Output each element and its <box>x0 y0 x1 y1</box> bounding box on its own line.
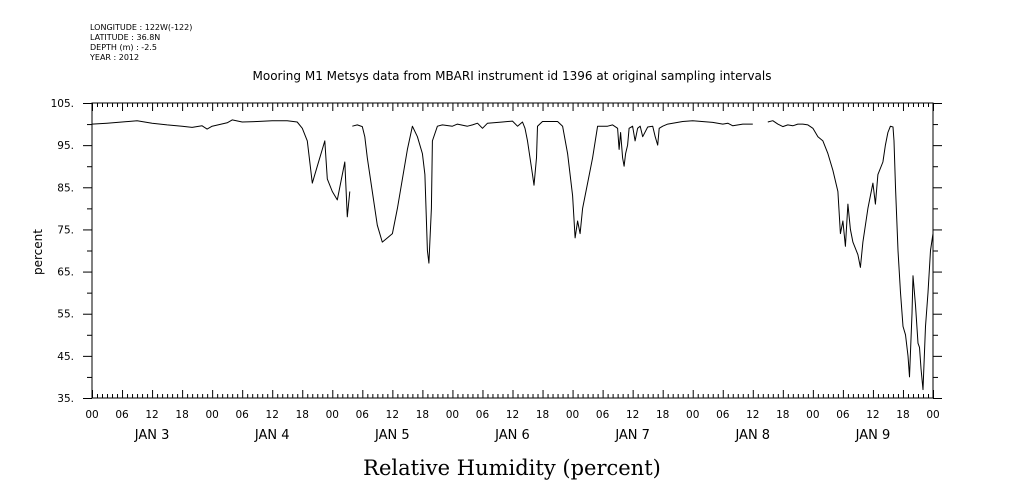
day-label: JAN 6 <box>494 428 530 443</box>
day-label: JAN 7 <box>614 428 650 443</box>
x-tick-label: 18 <box>536 409 549 421</box>
x-axis-title: Relative Humidity (percent) <box>363 456 661 480</box>
y-axis-label: percent <box>31 229 45 275</box>
y-tick-label: 75. <box>57 224 74 236</box>
meta-latitude: LATITUDE : 36.8N <box>90 33 160 42</box>
x-tick-label: 00 <box>326 409 339 421</box>
x-tick-label: 18 <box>896 409 909 421</box>
plot-frame <box>91 102 934 399</box>
x-tick-label: 18 <box>776 409 789 421</box>
y-tick-label: 65. <box>57 267 74 279</box>
series-line <box>91 119 351 218</box>
x-tick-label: 12 <box>266 409 279 421</box>
day-label: JAN 3 <box>134 428 170 443</box>
day-label: JAN 4 <box>254 428 290 443</box>
x-tick-label: 00 <box>85 409 98 421</box>
x-tick-label: 12 <box>145 409 158 421</box>
x-tick-label: 00 <box>446 409 459 421</box>
chart-title: Mooring M1 Metsys data from MBARI instru… <box>253 69 772 83</box>
x-tick-label: 06 <box>836 409 850 421</box>
x-tick-label: 06 <box>596 409 610 421</box>
x-tick-label: 18 <box>296 409 309 421</box>
y-tick-label: 95. <box>57 140 74 152</box>
x-tick-label: 06 <box>716 409 730 421</box>
y-tick-labels: 35. 45. 55. 65. 75. 85. 95. 105. <box>51 98 74 405</box>
day-label: JAN 5 <box>374 428 410 443</box>
x-tick-label: 00 <box>566 409 579 421</box>
x-tick-label: 06 <box>476 409 490 421</box>
x-tick-label: 12 <box>626 409 639 421</box>
x-tick-label: 06 <box>235 409 249 421</box>
meta-year: YEAR : 2012 <box>89 53 139 62</box>
meta-longitude: LONGITUDE : 122W(-122) <box>90 23 192 32</box>
x-tick-label: 00 <box>205 409 218 421</box>
day-label: JAN 8 <box>734 428 770 443</box>
x-tick-label: 12 <box>506 409 519 421</box>
x-tick-label: 00 <box>806 409 819 421</box>
x-tick-label: 12 <box>386 409 399 421</box>
x-tick-label: 00 <box>686 409 699 421</box>
y-tick-label: 85. <box>57 182 74 194</box>
x-tick-labels: 00 06 12 18 00 06 12 18 00 06 12 18 00 06 12 18 00 06 12 18… <box>85 409 939 421</box>
x-tick-label: 06 <box>115 409 129 421</box>
day-labels: JAN 3 JAN 4 JAN 5 JAN 6 JAN 7 JAN 8 JAN 9 <box>134 428 890 443</box>
y-tick-label: 55. <box>57 309 74 321</box>
x-tick-label: 00 <box>926 409 939 421</box>
x-tick-label: 12 <box>746 409 759 421</box>
series-line <box>352 120 753 264</box>
x-tick-label: 18 <box>416 409 429 421</box>
axis-ticks <box>83 103 942 399</box>
x-tick-label: 18 <box>175 409 188 421</box>
x-tick-label: 18 <box>656 409 669 421</box>
y-tick-label: 45. <box>57 351 74 363</box>
x-tick-label: 06 <box>356 409 370 421</box>
day-label: JAN 9 <box>855 428 891 443</box>
y-tick-label: 35. <box>57 393 74 405</box>
meta-depth: DEPTH (m) : -2.5 <box>90 43 157 52</box>
series-layer <box>91 119 934 391</box>
x-tick-label: 12 <box>866 409 879 421</box>
y-tick-label: 105. <box>51 98 74 110</box>
series-line <box>767 120 934 391</box>
